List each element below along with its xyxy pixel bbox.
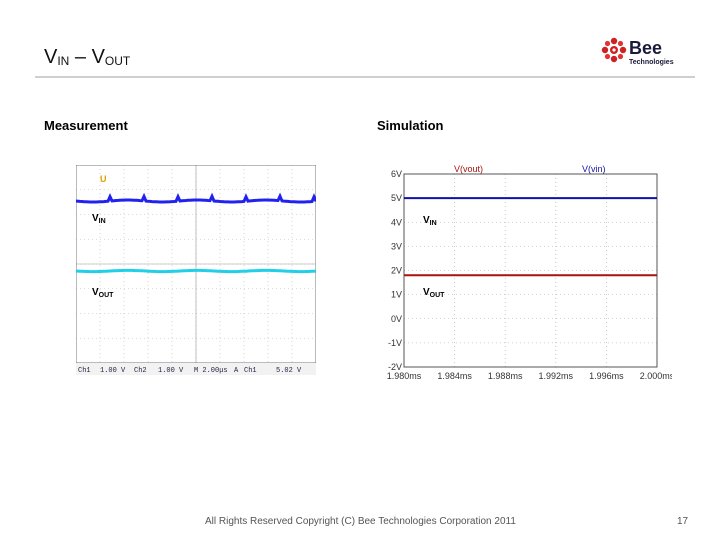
- sim-y-tick-label: 5V: [391, 193, 402, 203]
- title-sub-out: OUT: [104, 54, 131, 68]
- sim-grid: [403, 173, 658, 368]
- bee-technologies-logo: Bee Technologies: [601, 37, 674, 66]
- sim-legend: V(vout) V(vin): [454, 164, 606, 174]
- logo-tagline: Technologies: [629, 59, 674, 66]
- sim-vin-label: VIN: [423, 215, 437, 227]
- sim-y-tick-label: -2V: [388, 362, 402, 372]
- sim-legend-entry: V(vin): [582, 164, 606, 174]
- sim-x-tick-label: 1.980ms: [387, 371, 422, 381]
- copyright-footer: All Rights Reserved Copyright (C) Bee Te…: [205, 516, 516, 527]
- sim-x-tick-label: 1.984ms: [437, 371, 472, 381]
- logo-flower-icon: [601, 37, 627, 63]
- sim-series: [404, 197, 657, 277]
- scope-vout-trace: [76, 268, 316, 274]
- title-sub-in: IN: [57, 54, 70, 68]
- scope-vin-label: VIN: [92, 213, 106, 225]
- scope-status-bar: [76, 363, 316, 375]
- scope-status-item: 1.00 V: [158, 367, 184, 375]
- title-v-main: V: [44, 46, 58, 68]
- sim-frame: [403, 173, 658, 368]
- scope-status-item: A: [234, 367, 239, 375]
- sim-x-tick-label: 1.996ms: [589, 371, 624, 381]
- sim-y-tick-label: 1V: [391, 290, 402, 300]
- simulation-plot: 6V 5V 4V 3V 2V 1V 0V -1V -2V 1.980ms 1.984ms 1.988…: [387, 164, 672, 381]
- sim-y-ticks: 6V 5V 4V 3V 2V 1V 0V -1V -2V: [388, 169, 402, 372]
- svg-text:VIN: VIN: [423, 215, 437, 227]
- svg-text:VOUT: VOUT: [92, 287, 114, 299]
- slide-title: VIN – VOUT: [44, 46, 130, 69]
- title-divider: [35, 76, 695, 78]
- sim-x-tick-label: 1.992ms: [539, 371, 574, 381]
- svg-text:VIN: VIN: [92, 213, 106, 225]
- scope-status-item: 1.00 V: [100, 367, 126, 375]
- scope-vout-label: VOUT: [92, 287, 114, 299]
- scope-status-item: 5.02 V: [276, 367, 302, 375]
- svg-text:VOUT: VOUT: [423, 287, 445, 299]
- sim-y-tick-label: 3V: [391, 241, 402, 251]
- scope-vin-trace: [76, 192, 316, 204]
- sim-y-tick-label: 6V: [391, 169, 402, 179]
- sim-y-tick-label: 4V: [391, 217, 402, 227]
- scope-status-text: Ch1 1.00 V Ch2 1.00 V M 2.00μs A Ch1 5.02 V: [78, 367, 302, 375]
- sim-y-tick-label: 0V: [391, 314, 402, 324]
- sim-y-tick-label: -1V: [388, 338, 402, 348]
- scope-status-item: Ch1: [78, 367, 91, 375]
- sim-x-tick-label: 1.988ms: [488, 371, 523, 381]
- simulation-label: Simulation: [377, 118, 444, 133]
- sim-y-tick-label: 2V: [391, 266, 402, 276]
- page-number: 17: [677, 516, 689, 527]
- logo-word: Bee: [629, 38, 662, 58]
- measurement-label: Measurement: [44, 118, 128, 133]
- sim-x-ticks: 1.980ms 1.984ms 1.988ms 1.992ms 1.996ms 2.000…: [387, 371, 672, 381]
- sim-legend-entry: V(vout): [454, 164, 483, 174]
- scope-grid: [76, 165, 316, 363]
- scope-status-item: Ch1: [244, 367, 257, 375]
- sim-vout-label: VOUT: [423, 287, 445, 299]
- scope-status-item: M 2.00μs: [194, 367, 228, 375]
- sim-x-tick-label: 2.000ms: [640, 371, 672, 381]
- scope-status-item: Ch2: [134, 367, 147, 375]
- title-dash-v: – V: [69, 46, 105, 68]
- ch1-marker-icon: U: [100, 174, 107, 184]
